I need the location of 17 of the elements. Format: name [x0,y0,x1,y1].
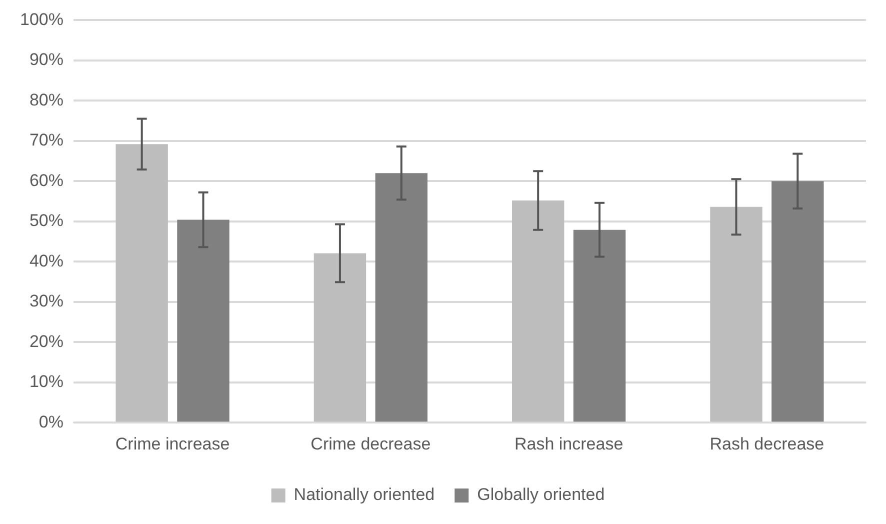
x-tick-label: Rash increase [514,434,624,454]
x-tick-label: Crime increase [115,434,230,454]
x-tick-label: Rash decrease [710,434,824,454]
y-tick-label: 50% [29,211,64,230]
y-tick-label: 60% [29,170,64,190]
y-tick-label: 10% [29,372,64,392]
y-tick-label: 80% [29,90,64,110]
y-tick-label: 30% [29,292,64,311]
legend-label: Nationally oriented [294,485,435,504]
legend-label: Globally oriented [477,485,605,504]
y-tick-label: 0% [38,412,64,432]
y-tick-label: 90% [29,50,64,70]
y-tick-label: 100% [20,10,64,29]
x-tick-label: Crime decrease [310,434,431,454]
y-tick-label: 20% [29,332,64,351]
y-tick-label: 40% [29,251,64,270]
y-tick-label: 70% [29,130,64,150]
